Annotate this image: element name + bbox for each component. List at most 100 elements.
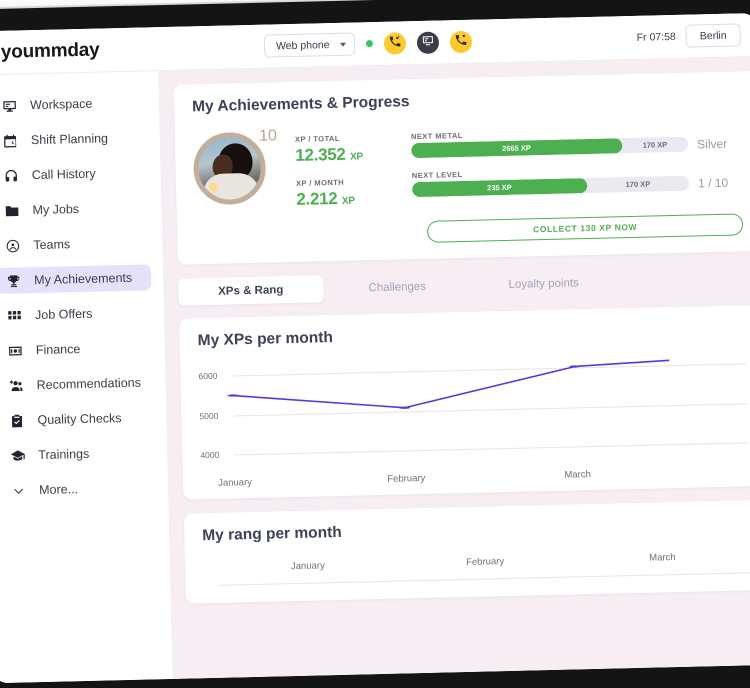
chart-plot-area bbox=[227, 351, 748, 466]
sidebar-item-label: Workspace bbox=[29, 96, 93, 113]
chart-line bbox=[232, 360, 670, 411]
rang-x-tick-label: February bbox=[466, 556, 505, 568]
xp-month-value: 2.212 XP bbox=[296, 188, 394, 210]
chart-y-tick-label: 5000 bbox=[199, 410, 219, 421]
tab-bar: XPs & Rang Challenges Loyalty points bbox=[178, 265, 750, 306]
call-button[interactable] bbox=[449, 30, 472, 53]
avatar-container: 10 bbox=[192, 127, 279, 206]
collect-xp-button[interactable]: COLLECT 130 XP NOW bbox=[426, 213, 744, 243]
xp-total-number: 12.352 bbox=[295, 144, 346, 165]
rang-chart-axis: January February March bbox=[203, 550, 750, 586]
rang-per-month-card: My rang per month January February March bbox=[183, 499, 750, 604]
xp-month-unit: XP bbox=[341, 195, 355, 207]
chart-data-point[interactable] bbox=[569, 365, 581, 368]
grid-icon bbox=[7, 308, 22, 323]
achievements-card: My Achievements & Progress bbox=[173, 70, 750, 265]
sidebar-item-label: My Achievements bbox=[34, 270, 133, 288]
sidebar-item-label: More... bbox=[38, 482, 79, 498]
incoming-call-button[interactable] bbox=[383, 31, 406, 55]
achievements-summary-row: 10 XP / TOTAL 12.352 XP bbox=[192, 116, 743, 212]
sidebar-item-label: Call History bbox=[31, 166, 96, 183]
sidebar-item-finance[interactable]: Finance bbox=[0, 334, 153, 364]
chart-y-tick-label: 4000 bbox=[200, 449, 220, 461]
page-title: My Achievements & Progress bbox=[191, 93, 410, 116]
online-status-dot bbox=[365, 40, 373, 48]
tab-xps-and-rang[interactable]: XPs & Rang bbox=[178, 275, 324, 306]
chart-x-tick-label: February bbox=[387, 472, 426, 485]
phone-icon bbox=[454, 32, 466, 50]
sidebar-item-job-offers[interactable]: Job Offers bbox=[0, 299, 152, 329]
workstation-button[interactable] bbox=[416, 31, 439, 54]
chart-title: My XPs per month bbox=[197, 329, 334, 350]
calendar-clock-icon bbox=[3, 133, 18, 148]
xp-total-unit: XP bbox=[349, 151, 363, 163]
sidebar-item-label: Trainings bbox=[38, 446, 90, 463]
sidebar-item-teams[interactable]: Teams bbox=[0, 229, 151, 259]
xp-total-block: XP / TOTAL 12.352 XP bbox=[295, 133, 394, 166]
xp-stats-column: XP / TOTAL 12.352 XP XP / MONTH bbox=[295, 125, 395, 210]
next-metal-earned: 2665 XP bbox=[501, 143, 531, 154]
sidebar-item-my-achievements[interactable]: My Achievements bbox=[0, 264, 152, 294]
web-phone-select-label: Web phone bbox=[275, 38, 330, 52]
top-bar-right-controls: Fr 07:58 Berlin bbox=[636, 23, 741, 48]
tab-overflow[interactable] bbox=[618, 265, 750, 295]
next-metal-progress-fill: 2665 XP bbox=[411, 138, 622, 159]
sidebar-item-label: Quality Checks bbox=[37, 411, 122, 428]
sidebar-item-quality-checks[interactable]: Quality Checks bbox=[0, 404, 155, 434]
next-level-earned: 235 XP bbox=[486, 182, 512, 193]
chart-x-tick-label: January bbox=[218, 477, 253, 489]
device-screen: yoummday Web phone bbox=[0, 13, 750, 684]
sidebar-item-label: Recommendations bbox=[36, 375, 142, 393]
xp-total-value: 12.352 XP bbox=[295, 144, 393, 166]
sidebar-item-my-jobs[interactable]: My Jobs bbox=[0, 194, 150, 224]
next-level-counter: 1 / 10 bbox=[697, 175, 729, 190]
sidebar-item-call-history[interactable]: Call History bbox=[0, 159, 149, 189]
rang-x-tick-label: January bbox=[290, 560, 325, 573]
tab-loyalty-points[interactable]: Loyalty points bbox=[508, 276, 579, 291]
folder-icon bbox=[4, 203, 19, 218]
graduation-cap-icon bbox=[10, 448, 25, 463]
top-bar: yoummday Web phone bbox=[0, 13, 750, 76]
next-metal-remaining: 170 XP bbox=[642, 140, 668, 150]
sidebar-item-trainings[interactable]: Trainings bbox=[0, 439, 156, 469]
brand-logo[interactable]: yoummday bbox=[0, 38, 100, 63]
collect-button-row: COLLECT 130 XP NOW bbox=[195, 213, 744, 248]
main-content: My Achievements & Progress bbox=[159, 57, 750, 679]
chart-data-point[interactable] bbox=[399, 406, 411, 409]
city-label: Berlin bbox=[699, 29, 727, 42]
trophy-icon bbox=[6, 273, 21, 288]
app-window: yoummday Web phone bbox=[0, 13, 750, 684]
chevron-down-icon bbox=[339, 42, 346, 47]
sidebar-navigation: Workspace Shift Planning bbox=[0, 71, 174, 684]
clipboard-icon bbox=[9, 413, 24, 428]
next-metal-block: NEXT METAL 2665 XP 170 XP bbox=[411, 124, 742, 159]
rang-chart-title: My rang per month bbox=[202, 523, 342, 545]
avatar[interactable] bbox=[192, 131, 267, 206]
sidebar-item-label: My Jobs bbox=[32, 202, 80, 218]
app-body: Workspace Shift Planning bbox=[0, 57, 750, 684]
xp-total-label: XP / TOTAL bbox=[294, 133, 340, 144]
tab-challenges[interactable]: Challenges bbox=[368, 280, 427, 294]
headset-icon bbox=[4, 168, 19, 183]
chart-x-tick-label: March bbox=[564, 469, 591, 481]
sidebar-item-workspace[interactable]: Workspace bbox=[0, 89, 147, 119]
sidebar-item-more[interactable]: More... bbox=[1, 474, 157, 504]
chart-data-point[interactable] bbox=[227, 394, 239, 397]
next-level-block: NEXT LEVEL 235 XP 170 XP bbox=[412, 163, 743, 198]
sidebar-item-recommendations[interactable]: Recommendations bbox=[0, 369, 154, 399]
sidebar-item-shift-planning[interactable]: Shift Planning bbox=[0, 124, 148, 154]
web-phone-select[interactable]: Web phone bbox=[263, 32, 355, 58]
clock-label: Fr 07:58 bbox=[636, 30, 676, 44]
xps-line-chart: 4000 5000 6000 January February March bbox=[198, 351, 749, 489]
level-badge: 10 bbox=[258, 127, 278, 145]
sidebar-item-label: Job Offers bbox=[34, 306, 93, 323]
chevron-down-icon bbox=[11, 483, 26, 498]
progress-bars-column: NEXT METAL 2665 XP 170 XP bbox=[411, 116, 743, 198]
rang-axis-line bbox=[219, 572, 750, 586]
xp-month-block: XP / MONTH 2.212 XP bbox=[296, 177, 395, 210]
next-level-progress-fill: 235 XP bbox=[412, 178, 587, 198]
city-selector[interactable]: Berlin bbox=[685, 23, 741, 48]
xp-month-number: 2.212 bbox=[296, 188, 338, 209]
